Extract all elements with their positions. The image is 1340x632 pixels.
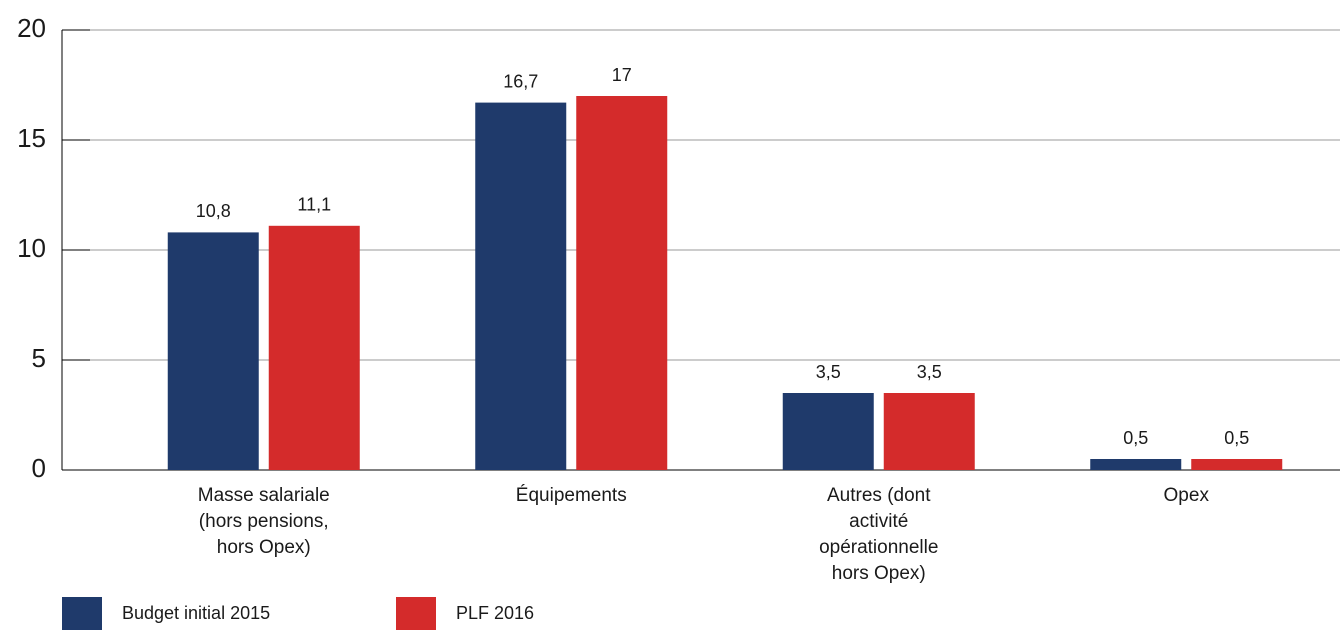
bar <box>576 96 668 470</box>
bar <box>268 225 360 470</box>
x-tick-label: hors Opex) <box>217 537 311 558</box>
bar <box>782 393 874 470</box>
value-label: 3,5 <box>816 362 841 382</box>
value-label: 0,5 <box>1224 428 1249 448</box>
bar <box>1090 459 1182 470</box>
x-tick-label: hors Opex) <box>832 563 926 584</box>
legend-label: Budget initial 2015 <box>122 603 270 623</box>
value-label: 10,8 <box>196 201 231 221</box>
legend-swatch <box>62 597 102 630</box>
x-tick-label: (hors pensions, <box>199 511 329 532</box>
value-label: 3,5 <box>917 362 942 382</box>
bar <box>475 102 567 470</box>
y-tick-label: 20 <box>17 13 46 43</box>
y-tick-label: 0 <box>32 453 46 483</box>
y-tick-label: 5 <box>32 343 46 373</box>
bar <box>1191 459 1283 470</box>
legend-swatch <box>396 597 436 630</box>
value-label: 16,7 <box>503 71 538 91</box>
value-label: 17 <box>612 65 632 85</box>
x-tick-label: opérationnelle <box>819 537 938 558</box>
x-tick-label: Opex <box>1164 485 1210 506</box>
x-tick-label: Autres (dont <box>827 485 931 506</box>
value-label: 0,5 <box>1123 428 1148 448</box>
x-tick-label: Masse salariale <box>198 485 330 506</box>
bar <box>883 393 975 470</box>
value-label: 11,1 <box>297 195 331 215</box>
y-tick-label: 15 <box>17 123 46 153</box>
x-tick-label: Équipements <box>516 485 627 506</box>
y-tick-label: 10 <box>17 233 46 263</box>
legend-label: PLF 2016 <box>456 603 534 623</box>
bar <box>167 232 259 470</box>
x-tick-label: activité <box>849 511 908 532</box>
